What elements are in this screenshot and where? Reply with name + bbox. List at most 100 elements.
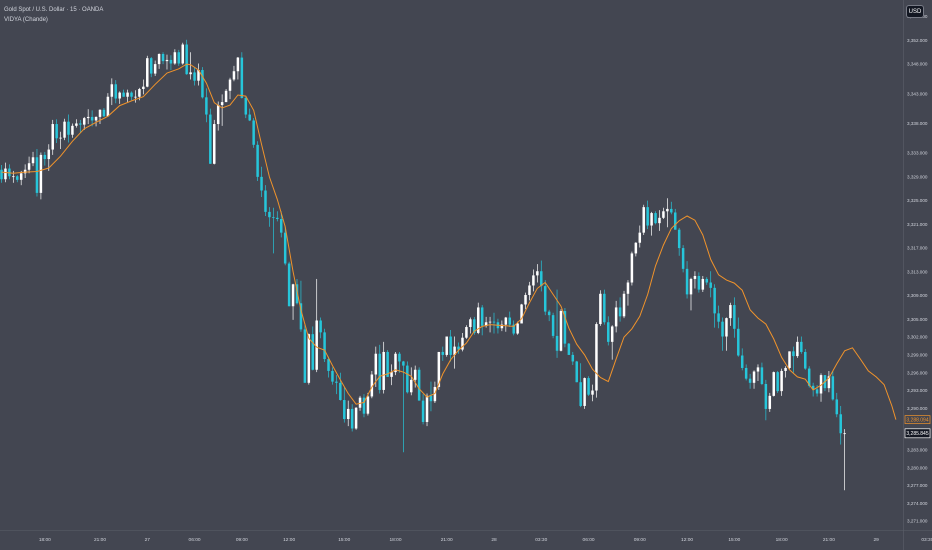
- candle-body: [484, 322, 488, 326]
- candle-body: [622, 293, 626, 317]
- y-tick-label: 3,296.000: [907, 370, 928, 375]
- candle-body: [453, 346, 456, 355]
- candle-body: [579, 382, 582, 406]
- x-tick-label: 09:00: [634, 537, 646, 543]
- candle-body: [98, 109, 102, 117]
- y-tick-label: 3,293.000: [907, 388, 928, 393]
- candle-body: [79, 123, 82, 125]
- candle-body: [279, 219, 283, 233]
- candle-body: [31, 157, 35, 164]
- candle-body: [149, 58, 153, 74]
- candle-body: [528, 285, 531, 295]
- candle-body: [126, 92, 129, 97]
- candle-body: [536, 271, 539, 276]
- candle-body: [142, 86, 145, 90]
- candle-body: [480, 307, 484, 326]
- candle-body: [55, 124, 58, 139]
- candle-body: [815, 389, 819, 394]
- y-tick-label: 3,305.000: [907, 317, 928, 322]
- candle-body: [134, 96, 137, 98]
- candle-body: [819, 375, 823, 394]
- candle-body: [666, 208, 669, 212]
- candle-body: [804, 351, 807, 369]
- candle-body: [780, 370, 783, 392]
- candle-body: [260, 176, 263, 191]
- candle-body: [189, 72, 192, 75]
- x-tick-label: 18:00: [776, 537, 788, 543]
- currency-button[interactable]: USD: [906, 5, 924, 18]
- candle-body: [583, 378, 586, 406]
- candle-body: [165, 59, 169, 62]
- candle-body: [370, 374, 374, 397]
- candle-body: [169, 59, 173, 64]
- candle-body: [551, 315, 555, 336]
- candle-body: [421, 400, 425, 422]
- candle-body: [374, 353, 378, 375]
- candle-body: [500, 324, 504, 329]
- candle-body: [740, 355, 744, 368]
- candle-body: [378, 353, 381, 390]
- candle-body: [201, 70, 204, 98]
- symbol-title[interactable]: Gold Spot / U.S. Dollar · 15 · OANDA: [4, 7, 104, 13]
- candle-body: [398, 353, 401, 362]
- price-axis[interactable]: 3,271.000 3,274.000 3,277.000 3,280.000 3,28…: [907, 14, 928, 523]
- candle-body: [240, 57, 244, 98]
- x-tick-label: 12:00: [283, 537, 295, 543]
- y-tick-label: 3,317.000: [907, 246, 928, 251]
- candle-body: [311, 334, 315, 370]
- candle-body: [445, 336, 448, 355]
- candle-body: [792, 351, 795, 357]
- candle-body: [685, 268, 689, 295]
- candle-body: [248, 114, 251, 121]
- candle-body: [146, 58, 149, 87]
- candle-body: [559, 310, 563, 351]
- time-axis[interactable]: 18:00 21:00 27 06:00 09:00 12:00 15:00 18:00 21:…: [39, 537, 932, 543]
- candle-body: [532, 275, 535, 286]
- candle-body: [476, 307, 480, 333]
- last-price-value: 3,285.845: [906, 431, 928, 437]
- candle-body: [599, 293, 602, 325]
- x-tick-label: 18:00: [389, 537, 401, 543]
- candle-body: [610, 326, 614, 342]
- candle-body: [39, 154, 43, 193]
- candle-body: [27, 163, 31, 170]
- candle-body: [839, 414, 842, 434]
- candle-body: [543, 286, 547, 312]
- candle-body: [43, 154, 47, 160]
- y-tick-label: 3,271.000: [907, 519, 928, 524]
- candle-body: [709, 282, 712, 288]
- y-tick-label: 3,321.000: [907, 222, 928, 227]
- indicator-title[interactable]: VIDYA (Chande): [4, 17, 48, 23]
- candle-body: [425, 395, 429, 422]
- candle-body: [441, 351, 445, 355]
- candle-body: [181, 44, 184, 64]
- y-tick-label: 3,299.000: [907, 353, 928, 358]
- candle-body: [315, 320, 318, 370]
- candle-body: [807, 368, 811, 386]
- candle-body: [693, 275, 697, 279]
- candle-body: [193, 72, 196, 81]
- candle-body: [508, 317, 512, 325]
- candle-body: [768, 395, 772, 409]
- candle-body: [0, 169, 3, 180]
- candle-body: [307, 334, 311, 383]
- candle-body: [272, 217, 275, 219]
- x-tick-label: 06:00: [189, 537, 201, 543]
- candle-body: [256, 144, 259, 177]
- candle-body: [744, 367, 748, 379]
- candle-body: [343, 400, 346, 420]
- candle-body: [47, 149, 51, 160]
- candle-body: [177, 52, 181, 64]
- y-tick-label: 3,338.000: [907, 121, 928, 126]
- candle-body: [406, 365, 409, 393]
- candle-body: [161, 54, 165, 62]
- candle-body: [138, 89, 141, 97]
- candle-body: [437, 351, 441, 387]
- candle-body: [362, 397, 366, 414]
- candle-body: [626, 282, 630, 294]
- x-tick-label: 03:30: [535, 537, 547, 543]
- candle-body: [291, 284, 295, 307]
- candle-body: [209, 114, 212, 164]
